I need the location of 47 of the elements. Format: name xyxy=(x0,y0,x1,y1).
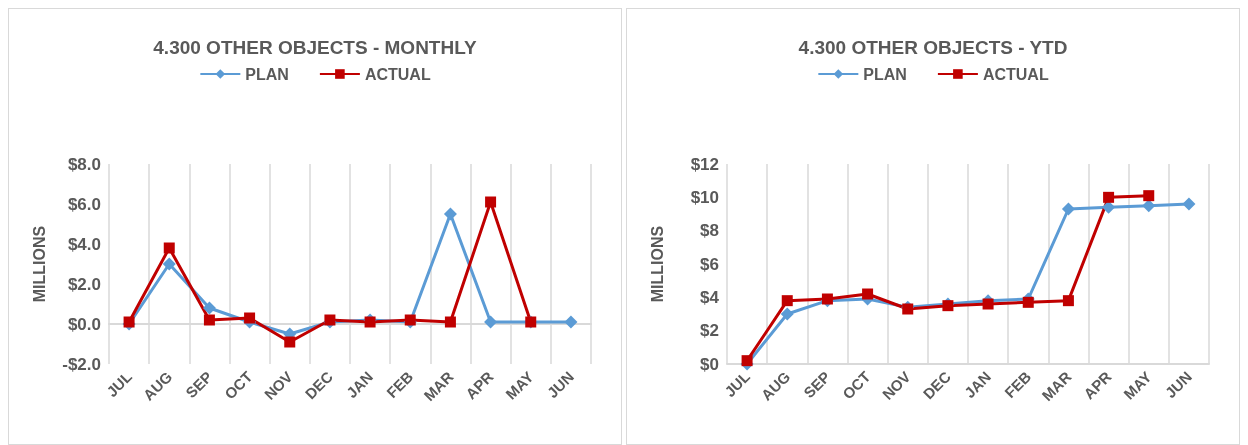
y-tick-label: $12 xyxy=(690,154,719,174)
x-tick-label: JUL xyxy=(721,367,754,401)
point xyxy=(484,315,498,329)
y-tick-label: $8.0 xyxy=(67,154,101,174)
point xyxy=(564,315,578,329)
point xyxy=(1022,296,1034,308)
y-axis-title: MILLIONS xyxy=(648,225,666,303)
point xyxy=(1062,295,1074,307)
point xyxy=(1103,191,1115,203)
point xyxy=(781,295,793,307)
y-tick-label: $8 xyxy=(700,221,719,241)
point xyxy=(284,336,296,348)
y-tick-label: $0.0 xyxy=(67,314,101,334)
point xyxy=(203,314,215,326)
legend-label: ACTUAL xyxy=(982,65,1049,83)
legend-label: ACTUAL xyxy=(364,65,431,83)
point xyxy=(1102,200,1116,214)
y-tick-label: $10 xyxy=(690,187,719,207)
point xyxy=(1182,197,1196,211)
y-tick-label: $6 xyxy=(700,254,719,274)
point xyxy=(443,207,457,221)
chart-title: 4.300 OTHER OBJECTS - MONTHLY xyxy=(153,36,478,58)
point xyxy=(1143,190,1155,202)
y-tick-label: $4.0 xyxy=(67,234,101,254)
y-tick-label: $2 xyxy=(700,321,719,341)
legend-label: PLAN xyxy=(245,65,289,83)
point xyxy=(244,312,256,324)
point xyxy=(982,298,994,310)
y-tick-label: $4 xyxy=(700,287,720,307)
y-tick-label: $2.0 xyxy=(67,274,101,294)
point xyxy=(1061,202,1075,216)
x-tick-label: JUL xyxy=(103,367,136,401)
point xyxy=(741,355,753,367)
point xyxy=(162,257,176,271)
point xyxy=(862,288,874,300)
y-tick-label: $0 xyxy=(700,354,719,374)
point xyxy=(485,196,497,208)
point xyxy=(780,307,794,321)
point xyxy=(1142,199,1156,213)
y-axis-title: MILLIONS xyxy=(30,225,48,303)
point xyxy=(444,316,456,328)
point xyxy=(202,301,216,315)
y-tick-label: -$2.0 xyxy=(62,354,101,374)
chart-title: 4.300 OTHER OBJECTS - YTD xyxy=(798,36,1068,58)
y-tick-label: $6.0 xyxy=(67,194,101,214)
point xyxy=(163,242,175,254)
legend-label: PLAN xyxy=(863,65,907,83)
